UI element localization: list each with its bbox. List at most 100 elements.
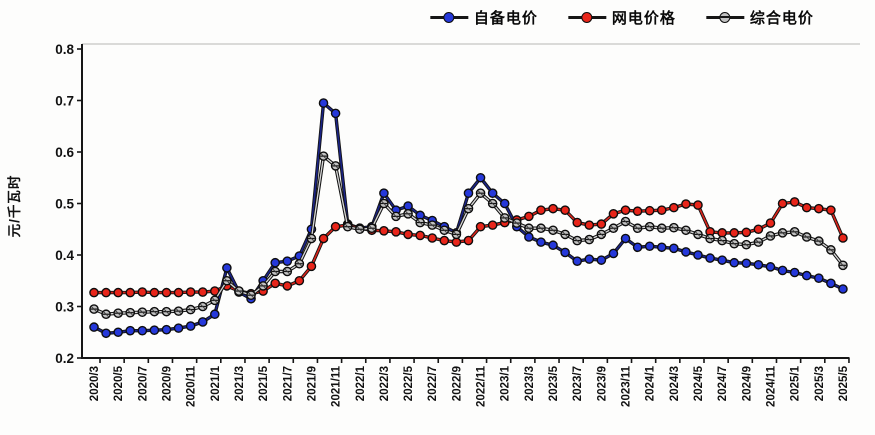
x-tick-label: 2024/5: [693, 365, 705, 401]
marker-cross-line: [91, 306, 97, 312]
data-point-marker: [608, 248, 619, 259]
data-point-marker: [838, 284, 848, 294]
x-tick-label: 2022/3: [379, 366, 391, 401]
data-point-marker: [294, 275, 305, 286]
x-tick-label: 2021/3: [234, 366, 246, 401]
data-point-marker: [270, 278, 281, 289]
x-tick-label: 2020/7: [137, 366, 149, 401]
marker-cross-line: [393, 213, 399, 219]
data-point-marker: [379, 188, 389, 198]
x-tick-label: 2023/9: [596, 366, 608, 401]
marker-cross-line: [296, 261, 302, 267]
marker-cross-line: [683, 227, 689, 233]
data-point-marker: [149, 325, 160, 335]
data-point-marker: [222, 263, 232, 273]
data-point-marker: [572, 256, 583, 266]
data-point-marker: [789, 197, 800, 207]
marker-cross-line: [429, 222, 435, 228]
marker-cross-line: [695, 231, 701, 238]
x-tick-label: 2021/1: [210, 365, 222, 401]
data-point-marker: [282, 256, 293, 266]
data-point-marker: [125, 287, 136, 298]
legend-label: 综合电价: [749, 10, 814, 27]
data-point-marker: [330, 108, 341, 119]
marker-cross-line: [127, 310, 133, 316]
data-point-marker: [185, 321, 196, 331]
marker-cross-line: [417, 219, 423, 226]
line-circle-marker-icon: [567, 11, 606, 23]
data-point-marker: [318, 98, 329, 108]
legend-label: 自备电价: [473, 10, 538, 27]
data-point-marker: [185, 287, 196, 297]
y-tick-label: 0.3: [55, 300, 74, 315]
data-point-marker: [89, 287, 99, 298]
data-point-marker: [89, 322, 99, 332]
data-point-marker: [765, 218, 776, 228]
marker-cross-line: [622, 218, 629, 225]
marker-cross-line: [574, 237, 580, 244]
marker-cross-line: [502, 215, 508, 221]
marker-cross-line: [320, 153, 327, 159]
series-line: [94, 201, 844, 295]
data-point-marker: [161, 324, 172, 335]
data-point-marker: [499, 198, 510, 209]
marker-cross-line: [308, 235, 315, 242]
marker-cross-line: [224, 278, 230, 284]
marker-cross-line: [755, 239, 762, 245]
data-point-marker: [669, 243, 679, 254]
x-tick-label: 2023/5: [548, 365, 560, 401]
data-point-marker: [753, 259, 764, 270]
marker-cross-line: [550, 227, 556, 233]
x-tick-label: 2023/3: [524, 366, 536, 401]
marker-cross-line: [514, 220, 520, 226]
x-tick-label: 2021/5: [258, 365, 270, 401]
marker-cross-line: [453, 231, 460, 238]
data-point-marker: [487, 188, 498, 198]
data-point-marker: [439, 235, 450, 246]
data-point-marker: [548, 240, 558, 251]
marker-cross-line: [490, 200, 496, 207]
x-tick-label: 2024/11: [765, 365, 777, 407]
data-point-marker: [318, 233, 329, 244]
legend-item-grid-price: 网电价格: [567, 7, 676, 28]
marker-cross-line: [816, 238, 822, 244]
legend-item-self-supplied-price: 自备电价: [429, 7, 538, 28]
data-point-marker: [801, 270, 812, 281]
data-point-marker: [717, 228, 727, 238]
data-point-marker: [330, 221, 341, 232]
marker-cross-line: [731, 241, 737, 247]
marker-cross-line: [236, 288, 242, 294]
data-point-marker: [777, 198, 788, 209]
x-tick-label: 2022/7: [427, 366, 439, 401]
x-tick-label: 2025/3: [814, 366, 826, 401]
data-point-marker: [729, 257, 740, 268]
x-tick-label: 2020/9: [161, 366, 173, 401]
data-point-marker: [524, 211, 534, 222]
marker-cross-line: [248, 292, 254, 298]
data-point-marker: [161, 287, 172, 298]
marker-cross-line: [465, 206, 472, 212]
data-point-marker: [403, 229, 413, 240]
data-point-marker: [838, 233, 848, 243]
marker-cross-line: [610, 225, 617, 231]
x-tick-label: 2021/9: [306, 366, 318, 401]
marker-cross-line: [115, 310, 121, 316]
data-point-marker: [137, 287, 148, 297]
marker-cross-line: [634, 225, 641, 231]
data-point-marker: [814, 203, 824, 214]
marker-cross-line: [441, 227, 447, 233]
data-point-marker: [125, 325, 136, 336]
marker-cross-line: [671, 225, 677, 231]
marker-cross-line: [477, 190, 484, 196]
x-tick-label: 2022/9: [451, 366, 463, 401]
marker-cross-line: [369, 225, 375, 231]
y-axis: 0.2 0.3 0.4 0.5 0.6 0.7 0.8: [55, 42, 82, 366]
x-tick-label: 2023/11: [621, 365, 633, 407]
series-line-outline: [93, 101, 844, 335]
series-line-outline: [94, 200, 845, 296]
data-point-marker: [101, 287, 111, 298]
data-point-marker: [560, 205, 570, 215]
data-point-marker: [451, 237, 462, 247]
data-point-marker: [306, 261, 317, 272]
